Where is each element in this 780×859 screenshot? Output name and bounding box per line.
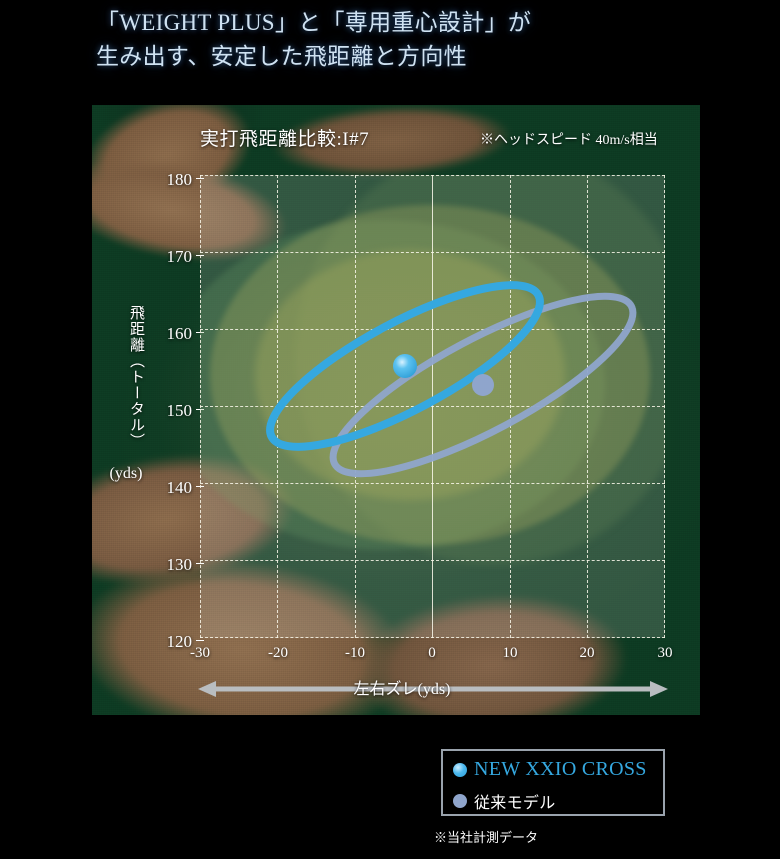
y-tick-130: 130 [146,555,204,575]
ellipse-old-model [329,292,637,478]
legend-label-new-model: NEW XXIO CROSS [474,758,647,780]
plot-area [200,175,665,638]
y-tick-180: 180 [146,170,204,190]
x-tick-minus20: -20 [268,645,288,661]
chart-title: 実打飛距離比較:I#7 [200,129,370,150]
source-note: ※当社計測データ [434,830,539,845]
dispersion-overlay [266,281,637,478]
mean-point-new-model [393,354,417,378]
legend-item-old-model: 従来モデル [443,785,663,816]
y-tick-170: 170 [146,247,204,267]
x-tick-minus30: -30 [190,645,210,661]
y-tick-150: 150 [146,401,204,421]
chart-legend: NEW XXIO CROSS 従来モデル [441,749,665,816]
x-tick-10: 10 [502,645,518,661]
mean-point-old-model [472,374,494,396]
y-tick-140: 140 [146,478,204,498]
x-tick-zero: 0 [428,645,436,661]
turf-blob-2 [210,205,650,545]
x-axis-label: 左右ズレ(yds) [322,675,482,699]
chart-head-speed-note: ※ヘッドスピード 40m/s相当 [480,133,658,148]
page-headline: 「WEIGHT PLUS」と「専用重心設計」が 生み出す、安定した飛距離と方向性 [96,10,532,69]
y-axis-unit-label: (yds) [109,465,143,482]
x-tick-minus10: -10 [345,645,365,661]
ellipse-new-model [266,281,544,451]
legend-dot-old-model [453,793,467,808]
chart-photo-panel: 実打飛距離比較:I#7 ※ヘッドスピード 40m/s相当 飛距離（トータル） (… [92,105,700,715]
photo-grain [92,105,700,715]
gridline-x-30 [664,175,665,638]
x-axis-arrow [198,680,668,698]
y-tick-160: 160 [146,324,204,344]
x-tick-20: 20 [579,645,595,661]
legend-item-new-model: NEW XXIO CROSS [443,754,663,785]
gridline-x-minus10 [355,175,356,638]
y-axis-label: 飛距離（トータル） [128,305,144,449]
legend-dot-new-model [453,762,467,777]
x-tick-30: 30 [657,645,673,661]
legend-label-old-model: 従来モデル [474,794,556,812]
gridline-x-10 [510,175,511,638]
gridline-x-20 [587,175,588,638]
turf-blob-1 [200,220,605,550]
gridline-x-minus30 [200,175,201,638]
gridline-x-zero [432,175,433,638]
y-tick-120: 120 [146,632,204,652]
